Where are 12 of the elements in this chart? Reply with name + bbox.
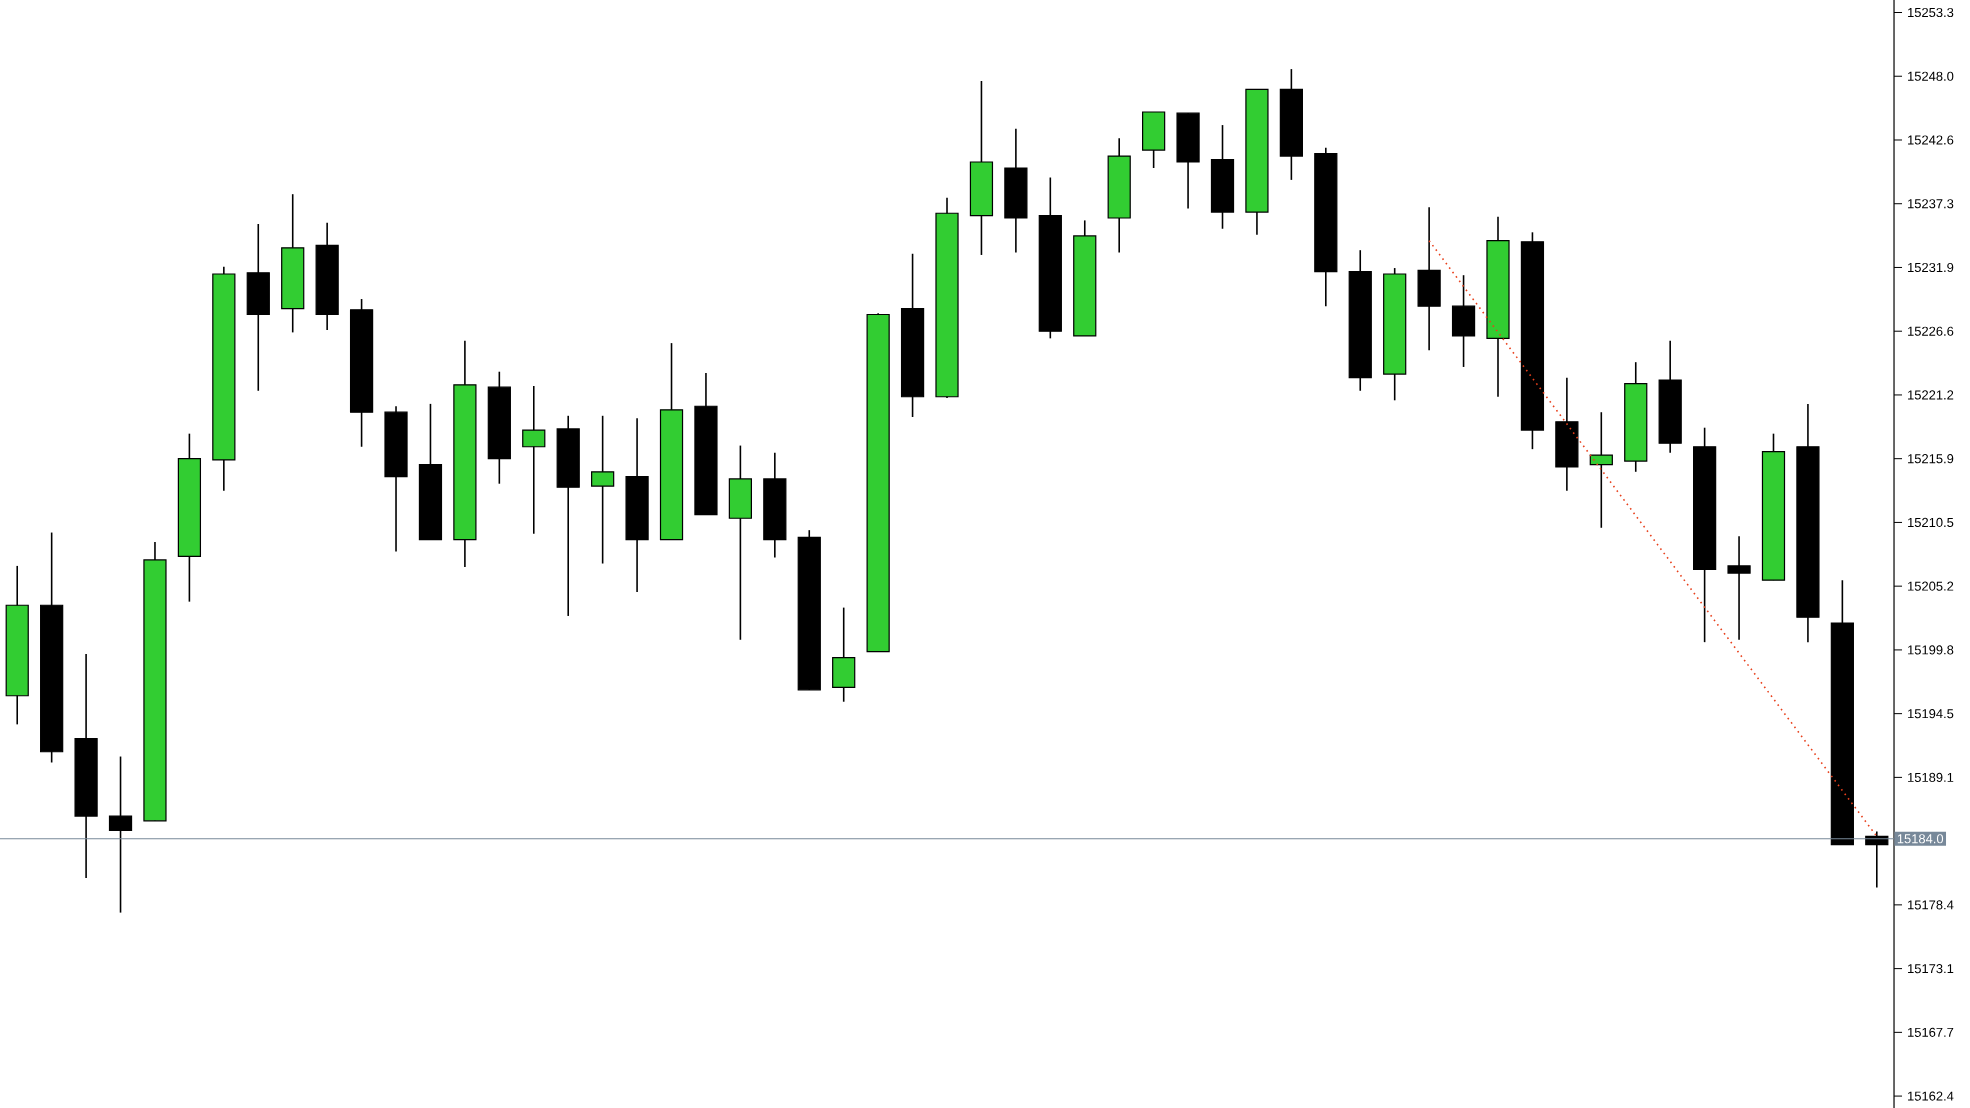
candlestick [246, 223, 270, 392]
candlestick [1417, 206, 1441, 352]
candlestick [1589, 411, 1613, 529]
candlestick [522, 385, 546, 535]
candlestick [728, 444, 753, 641]
candlestick [1555, 376, 1579, 492]
candlestick [1142, 111, 1166, 169]
candlestick [832, 606, 856, 703]
candlestick [108, 755, 133, 914]
candlestick [1451, 274, 1476, 368]
candlestick [591, 414, 615, 565]
candlestick [1727, 535, 1751, 641]
